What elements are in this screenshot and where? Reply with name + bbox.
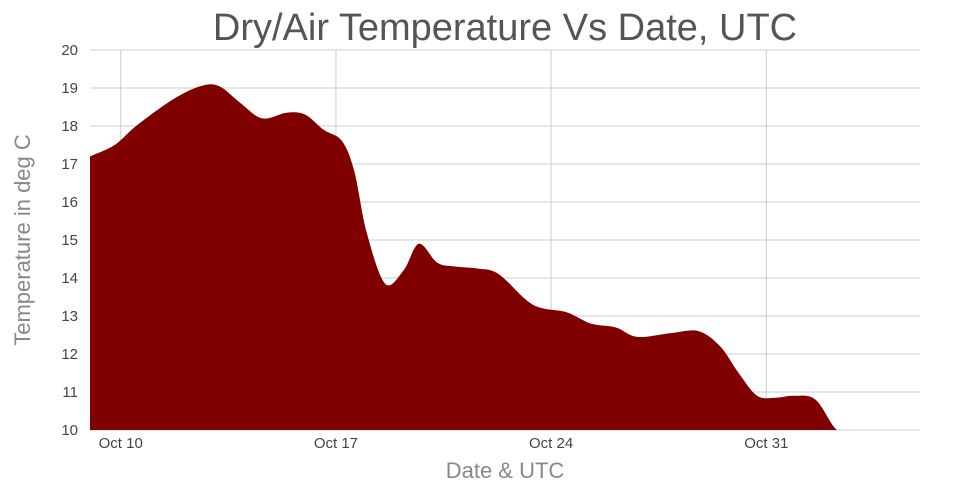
y-tick-label: 19 [61,80,78,97]
x-tick-label: Oct 17 [314,435,358,452]
y-tick-label: 17 [61,156,78,173]
y-tick-label: 12 [61,346,78,363]
y-tick-label: 15 [61,232,78,249]
x-axis-title: Date & UTC [446,458,565,483]
y-tick-label: 16 [61,194,78,211]
y-axis-title: Temperature in deg C [10,134,35,346]
x-axis-ticks: Oct 10 Oct 17 Oct 24 Oct 31 [99,435,789,452]
temperature-area [90,84,920,431]
y-tick-label: 18 [61,118,78,135]
y-tick-label: 10 [61,422,78,439]
y-tick-label: 13 [61,308,78,325]
y-tick-label: 14 [61,270,78,287]
y-tick-label: 11 [62,384,78,401]
x-tick-label: Oct 24 [529,435,573,452]
x-tick-label: Oct 31 [744,435,788,452]
y-axis-ticks: 10 11 12 13 14 15 16 17 18 19 20 [61,42,78,439]
chart-title: Dry/Air Temperature Vs Date, UTC [213,7,797,49]
y-tick-label: 20 [61,42,78,59]
x-tick-label: Oct 10 [99,435,143,452]
